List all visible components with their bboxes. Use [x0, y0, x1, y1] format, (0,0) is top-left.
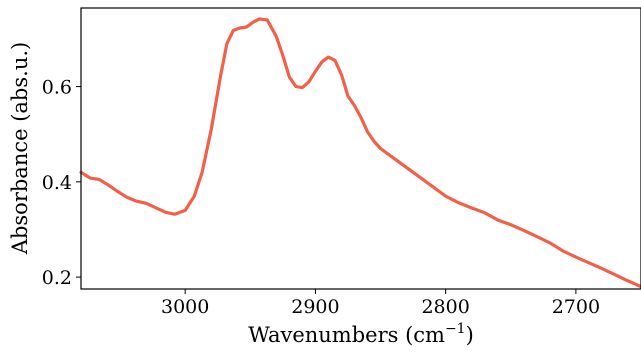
y-tick-label: 0.2	[42, 267, 72, 289]
x-tick-label: 2700	[552, 296, 600, 318]
y-tick-label: 0.6	[42, 77, 72, 99]
x-axis-label: Wavenumbers (cm−1)	[248, 321, 474, 347]
y-axis-ticks: 0.2 0.4 0.6	[42, 77, 81, 289]
x-axis-label-main: Wavenumbers (cm	[248, 323, 445, 347]
series-layer	[79, 17, 641, 289]
x-tick-label: 2900	[291, 296, 339, 318]
y-tick-label: 0.4	[42, 172, 72, 194]
x-axis-ticks: 3000 2900 2800 2700	[161, 289, 600, 318]
x-tick-label: 2800	[421, 296, 469, 318]
plot-frame	[80, 7, 641, 290]
y-axis-label: Absorbance (abs.u.)	[8, 42, 32, 255]
x-axis-label-superscript: −1	[445, 321, 466, 337]
series-line-1	[79, 17, 641, 289]
x-axis-label-suffix: )	[466, 323, 474, 347]
x-tick-label: 3000	[161, 296, 209, 318]
